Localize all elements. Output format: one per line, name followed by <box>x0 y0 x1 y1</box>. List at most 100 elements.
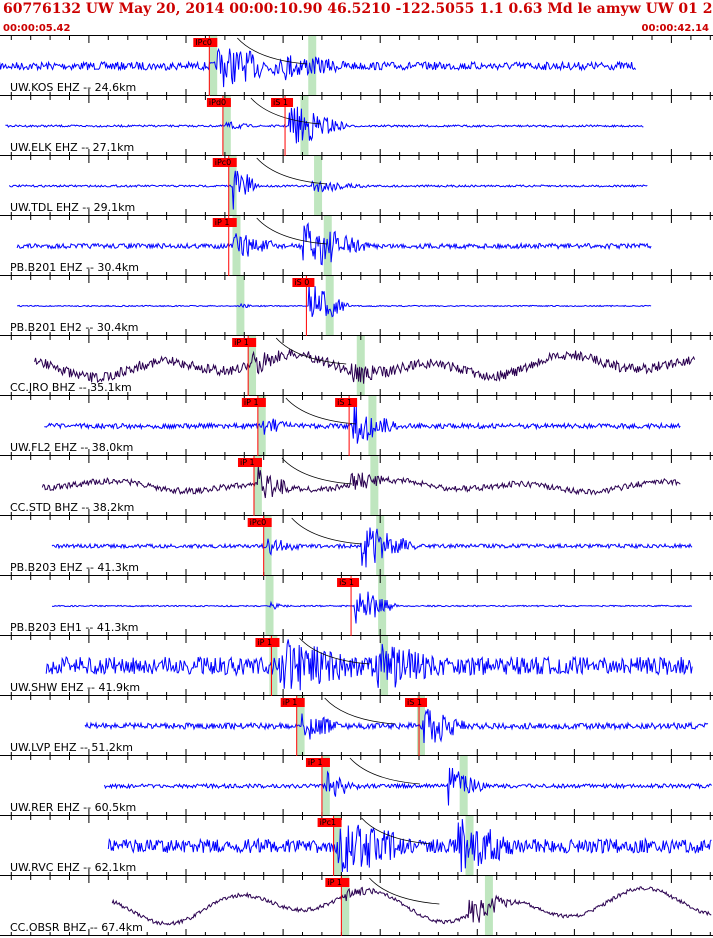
analysis-window <box>321 756 330 816</box>
s-pick-label: iS 0 <box>294 278 309 287</box>
s-pick-label: iS 1 <box>273 98 288 107</box>
analysis-window <box>222 96 231 156</box>
p-pick-flag <box>241 398 266 407</box>
p-pick-flag <box>247 518 272 527</box>
trace-row: iP 1 CC.STD BHZ -- 38.2km <box>0 456 713 516</box>
time-ticks <box>10 336 711 396</box>
p-pick-flag <box>325 878 350 887</box>
analysis-window <box>378 576 387 636</box>
waveform <box>17 283 652 318</box>
trace-row: iPc1 UW.RVC EHZ -- 62.1km <box>0 816 713 876</box>
station-label: UW.KOS EHZ -- 24.6km <box>10 81 136 94</box>
waveform <box>51 591 693 624</box>
p-pick-flag <box>255 638 280 647</box>
station-label: UW.RER EHZ -- 60.5km <box>10 801 136 814</box>
waveform <box>8 170 648 210</box>
station-label: PB.B201 EHZ -- 30.4km <box>10 261 139 274</box>
analysis-window <box>376 516 385 576</box>
time-ticks <box>10 456 711 516</box>
coda-curve <box>256 217 327 245</box>
p-pick-flag <box>193 38 218 47</box>
time-ticks <box>10 876 711 936</box>
coda-curve <box>256 157 327 185</box>
waveform <box>84 708 709 744</box>
station-label: CC.JRO BHZ -- 35.1km <box>10 381 132 394</box>
analysis-window <box>248 336 257 396</box>
station-label: UW.RVC EHZ -- 62.1km <box>10 861 136 874</box>
coda-curve <box>291 517 362 545</box>
waveform <box>5 106 644 144</box>
analysis-window <box>253 456 262 516</box>
trace-row: iS 1 PB.B203 EH1 -- 41.3km <box>0 576 713 636</box>
station-label: UW.SHW EHZ -- 41.9km <box>10 681 140 694</box>
time-ticks <box>10 636 711 696</box>
analysis-window <box>484 876 493 936</box>
time-ticks <box>10 276 711 336</box>
waveform <box>41 465 681 499</box>
coda-curve <box>324 697 395 725</box>
p-pick-label: iPd0 <box>209 98 226 107</box>
time-ticks <box>10 576 711 636</box>
trace-row: iPc0 PB.B203 EHZ -- 41.3km <box>0 516 713 576</box>
trace-row: iP 1 iS 1 UW.LVP EHZ -- 51.2km <box>0 696 713 756</box>
p-pick-label: iPc0 <box>215 158 232 167</box>
coda-curve <box>361 817 432 845</box>
p-pick-label: iP 1 <box>234 338 249 347</box>
trace-row: iP 1 UW.RER EHZ -- 60.5km <box>0 756 713 816</box>
p-pick-label: IPc0 <box>195 38 212 47</box>
p-pick-flag <box>280 698 305 707</box>
analysis-window <box>263 516 272 576</box>
analysis-window <box>370 456 379 516</box>
coda-curve <box>285 397 356 425</box>
time-ticks <box>10 216 711 276</box>
station-label: UW.TDL EHZ -- 29.1km <box>10 201 135 214</box>
coda-curve <box>299 637 370 665</box>
trace-row: iS 0 PB.B201 EH2 -- 30.4km <box>0 276 713 336</box>
p-pick-flag <box>237 458 262 467</box>
p-pick-label: iPc1 <box>320 818 337 827</box>
analysis-window <box>300 96 309 156</box>
p-pick-flag <box>206 98 231 107</box>
p-pick-flag <box>305 758 330 767</box>
p-pick-flag <box>317 818 342 827</box>
analysis-window <box>232 216 241 276</box>
trace-row: iP 1 CC.JRO BHZ -- 35.1km <box>0 336 713 396</box>
trace-row: iP 1 PB.B201 EHZ -- 30.4km <box>0 216 713 276</box>
time-ticks <box>10 156 711 216</box>
analysis-window <box>209 36 218 96</box>
p-pick-label: iP 1 <box>240 458 255 467</box>
station-label: UW.ELK EHZ -- 27.1km <box>10 141 134 154</box>
s-pick-label: iS 1 <box>339 578 354 587</box>
coda-curve <box>369 877 440 905</box>
time-ticks <box>10 96 711 156</box>
s-pick-label: iS 1 <box>337 398 352 407</box>
trace-row: iP 1 UW.SHW EHZ -- 41.9km <box>0 636 713 696</box>
trace-row: iP 1 iS 1 UW.FL2 EHZ -- 38.0km <box>0 396 713 456</box>
time-ticks <box>10 696 711 756</box>
p-pick-label: iP 1 <box>327 878 342 887</box>
waveform <box>34 349 696 384</box>
end-time: 00:00:42.14 <box>641 23 709 34</box>
station-label: CC.OBSR BHZ -- 67.4km <box>10 921 143 934</box>
time-ticks <box>10 516 711 576</box>
p-pick-label: iPc0 <box>250 518 267 527</box>
coda-curve <box>349 757 420 785</box>
station-label: UW.LVP EHZ -- 51.2km <box>10 741 133 754</box>
waveform <box>44 404 681 444</box>
waveform <box>107 818 712 873</box>
p-pick-label: iP 1 <box>283 698 298 707</box>
s-pick-flag <box>335 398 358 407</box>
trace-row: IPc0 UW.KOS EHZ -- 24.6km <box>0 36 713 96</box>
s-pick-flag <box>405 698 428 707</box>
s-pick-flag <box>337 578 360 587</box>
time-ticks <box>10 396 711 456</box>
analysis-window <box>416 696 425 756</box>
time-ticks <box>10 36 711 96</box>
seismogram-panel: IPc0 UW.KOS EHZ -- 24.6km iPd0 iS 1 UW.ELK E… <box>0 36 713 936</box>
p-pick-flag <box>212 218 237 227</box>
event-title: 60776132 UW May 20, 2014 00:00:10.90 46.… <box>3 1 713 17</box>
p-pick-flag <box>232 338 257 347</box>
trace-row: iPc0 UW.TDL EHZ -- 29.1km <box>0 156 713 216</box>
station-label: PB.B203 EH1 -- 41.3km <box>10 621 138 634</box>
s-pick-label: iS 1 <box>407 698 422 707</box>
